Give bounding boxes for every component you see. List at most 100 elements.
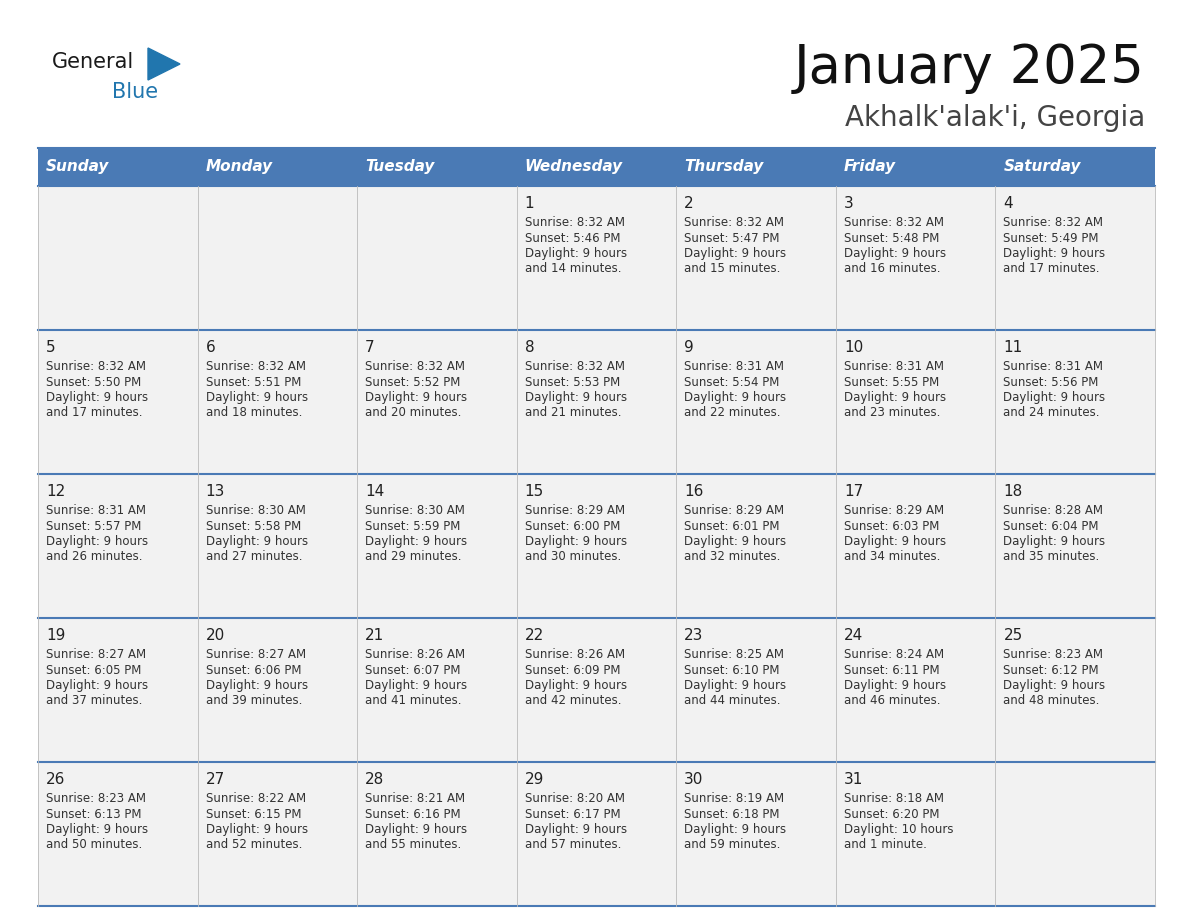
Text: Daylight: 9 hours: Daylight: 9 hours [525, 247, 627, 260]
Text: Sunrise: 8:31 AM: Sunrise: 8:31 AM [843, 360, 943, 373]
Bar [517, 762, 676, 906]
Text: and 24 minutes.: and 24 minutes. [1004, 407, 1100, 420]
Text: and 30 minutes.: and 30 minutes. [525, 551, 621, 564]
Text: and 48 minutes.: and 48 minutes. [1004, 695, 1100, 708]
Text: and 35 minutes.: and 35 minutes. [1004, 551, 1100, 564]
Text: Sunrise: 8:32 AM: Sunrise: 8:32 AM [525, 216, 625, 229]
Text: Monday: Monday [206, 160, 273, 174]
Text: Sunrise: 8:32 AM: Sunrise: 8:32 AM [365, 360, 466, 373]
Text: 10: 10 [843, 340, 864, 355]
Text: Sunrise: 8:32 AM: Sunrise: 8:32 AM [843, 216, 943, 229]
Text: Sunrise: 8:26 AM: Sunrise: 8:26 AM [365, 648, 466, 661]
Text: Sunset: 6:16 PM: Sunset: 6:16 PM [365, 808, 461, 821]
Text: Sunset: 6:07 PM: Sunset: 6:07 PM [365, 664, 461, 677]
Text: Sunset: 6:05 PM: Sunset: 6:05 PM [46, 664, 141, 677]
Text: Daylight: 9 hours: Daylight: 9 hours [365, 823, 467, 836]
Text: Friday: Friday [843, 160, 896, 174]
Text: and 18 minutes.: and 18 minutes. [206, 407, 302, 420]
Text: 27: 27 [206, 772, 225, 787]
Bar [358, 474, 517, 618]
Bar [836, 618, 996, 762]
Text: Sunrise: 8:23 AM: Sunrise: 8:23 AM [1004, 648, 1104, 661]
Bar [197, 474, 358, 618]
Text: General: General [52, 52, 134, 72]
Text: Sunset: 5:54 PM: Sunset: 5:54 PM [684, 375, 779, 388]
Text: 29: 29 [525, 772, 544, 787]
Text: and 57 minutes.: and 57 minutes. [525, 838, 621, 852]
Bar [996, 186, 1155, 330]
Text: 15: 15 [525, 484, 544, 499]
Text: Daylight: 9 hours: Daylight: 9 hours [525, 391, 627, 404]
Text: Tuesday: Tuesday [365, 160, 435, 174]
Bar [38, 148, 197, 186]
Text: Sunset: 5:57 PM: Sunset: 5:57 PM [46, 520, 141, 532]
Text: 9: 9 [684, 340, 694, 355]
Text: Akhalk'alak'i, Georgia: Akhalk'alak'i, Georgia [845, 104, 1145, 132]
Text: Sunrise: 8:30 AM: Sunrise: 8:30 AM [206, 504, 305, 517]
Text: and 39 minutes.: and 39 minutes. [206, 695, 302, 708]
Bar [517, 474, 676, 618]
Text: Sunset: 5:47 PM: Sunset: 5:47 PM [684, 231, 779, 244]
Text: 4: 4 [1004, 196, 1013, 211]
Bar [197, 148, 358, 186]
Text: Wednesday: Wednesday [525, 160, 623, 174]
Text: Daylight: 9 hours: Daylight: 9 hours [843, 247, 946, 260]
Text: Daylight: 9 hours: Daylight: 9 hours [206, 823, 308, 836]
Text: 8: 8 [525, 340, 535, 355]
Text: and 17 minutes.: and 17 minutes. [1004, 263, 1100, 275]
Text: Sunset: 6:00 PM: Sunset: 6:00 PM [525, 520, 620, 532]
Text: Sunrise: 8:31 AM: Sunrise: 8:31 AM [684, 360, 784, 373]
Text: and 14 minutes.: and 14 minutes. [525, 263, 621, 275]
Text: 12: 12 [46, 484, 65, 499]
Text: Sunset: 5:53 PM: Sunset: 5:53 PM [525, 375, 620, 388]
Text: Sunrise: 8:32 AM: Sunrise: 8:32 AM [1004, 216, 1104, 229]
Text: 18: 18 [1004, 484, 1023, 499]
Text: 1: 1 [525, 196, 535, 211]
Text: Sunrise: 8:20 AM: Sunrise: 8:20 AM [525, 792, 625, 805]
Text: and 32 minutes.: and 32 minutes. [684, 551, 781, 564]
Text: Daylight: 9 hours: Daylight: 9 hours [843, 391, 946, 404]
Text: 24: 24 [843, 628, 864, 643]
Text: Sunrise: 8:27 AM: Sunrise: 8:27 AM [206, 648, 305, 661]
Text: Daylight: 9 hours: Daylight: 9 hours [684, 679, 786, 692]
Text: Sunrise: 8:29 AM: Sunrise: 8:29 AM [684, 504, 784, 517]
Text: Sunrise: 8:29 AM: Sunrise: 8:29 AM [843, 504, 944, 517]
Bar [197, 762, 358, 906]
Text: and 23 minutes.: and 23 minutes. [843, 407, 940, 420]
Text: Sunset: 6:04 PM: Sunset: 6:04 PM [1004, 520, 1099, 532]
Bar [676, 474, 836, 618]
Bar [996, 474, 1155, 618]
Text: Sunset: 5:51 PM: Sunset: 5:51 PM [206, 375, 301, 388]
Text: Blue: Blue [112, 82, 158, 102]
Text: 25: 25 [1004, 628, 1023, 643]
Text: and 22 minutes.: and 22 minutes. [684, 407, 781, 420]
Text: and 29 minutes.: and 29 minutes. [365, 551, 462, 564]
Text: and 21 minutes.: and 21 minutes. [525, 407, 621, 420]
Text: Sunset: 6:06 PM: Sunset: 6:06 PM [206, 664, 301, 677]
Text: Sunset: 5:58 PM: Sunset: 5:58 PM [206, 520, 301, 532]
Text: 21: 21 [365, 628, 385, 643]
Bar [996, 618, 1155, 762]
Text: and 55 minutes.: and 55 minutes. [365, 838, 461, 852]
Bar [38, 474, 197, 618]
Text: Sunrise: 8:21 AM: Sunrise: 8:21 AM [365, 792, 466, 805]
Bar [517, 148, 676, 186]
Text: Saturday: Saturday [1004, 160, 1081, 174]
Bar [197, 618, 358, 762]
Text: Daylight: 9 hours: Daylight: 9 hours [684, 823, 786, 836]
Bar [676, 618, 836, 762]
Text: 19: 19 [46, 628, 65, 643]
Text: Sunset: 6:15 PM: Sunset: 6:15 PM [206, 808, 301, 821]
Bar [38, 186, 197, 330]
Text: Sunrise: 8:25 AM: Sunrise: 8:25 AM [684, 648, 784, 661]
Text: Daylight: 9 hours: Daylight: 9 hours [1004, 535, 1106, 548]
Text: Sunset: 6:03 PM: Sunset: 6:03 PM [843, 520, 940, 532]
Bar [836, 474, 996, 618]
Text: 3: 3 [843, 196, 854, 211]
Text: and 44 minutes.: and 44 minutes. [684, 695, 781, 708]
Text: Daylight: 9 hours: Daylight: 9 hours [365, 391, 467, 404]
Text: Daylight: 9 hours: Daylight: 9 hours [1004, 391, 1106, 404]
Text: Sunset: 5:46 PM: Sunset: 5:46 PM [525, 231, 620, 244]
Text: 17: 17 [843, 484, 864, 499]
Text: 6: 6 [206, 340, 215, 355]
